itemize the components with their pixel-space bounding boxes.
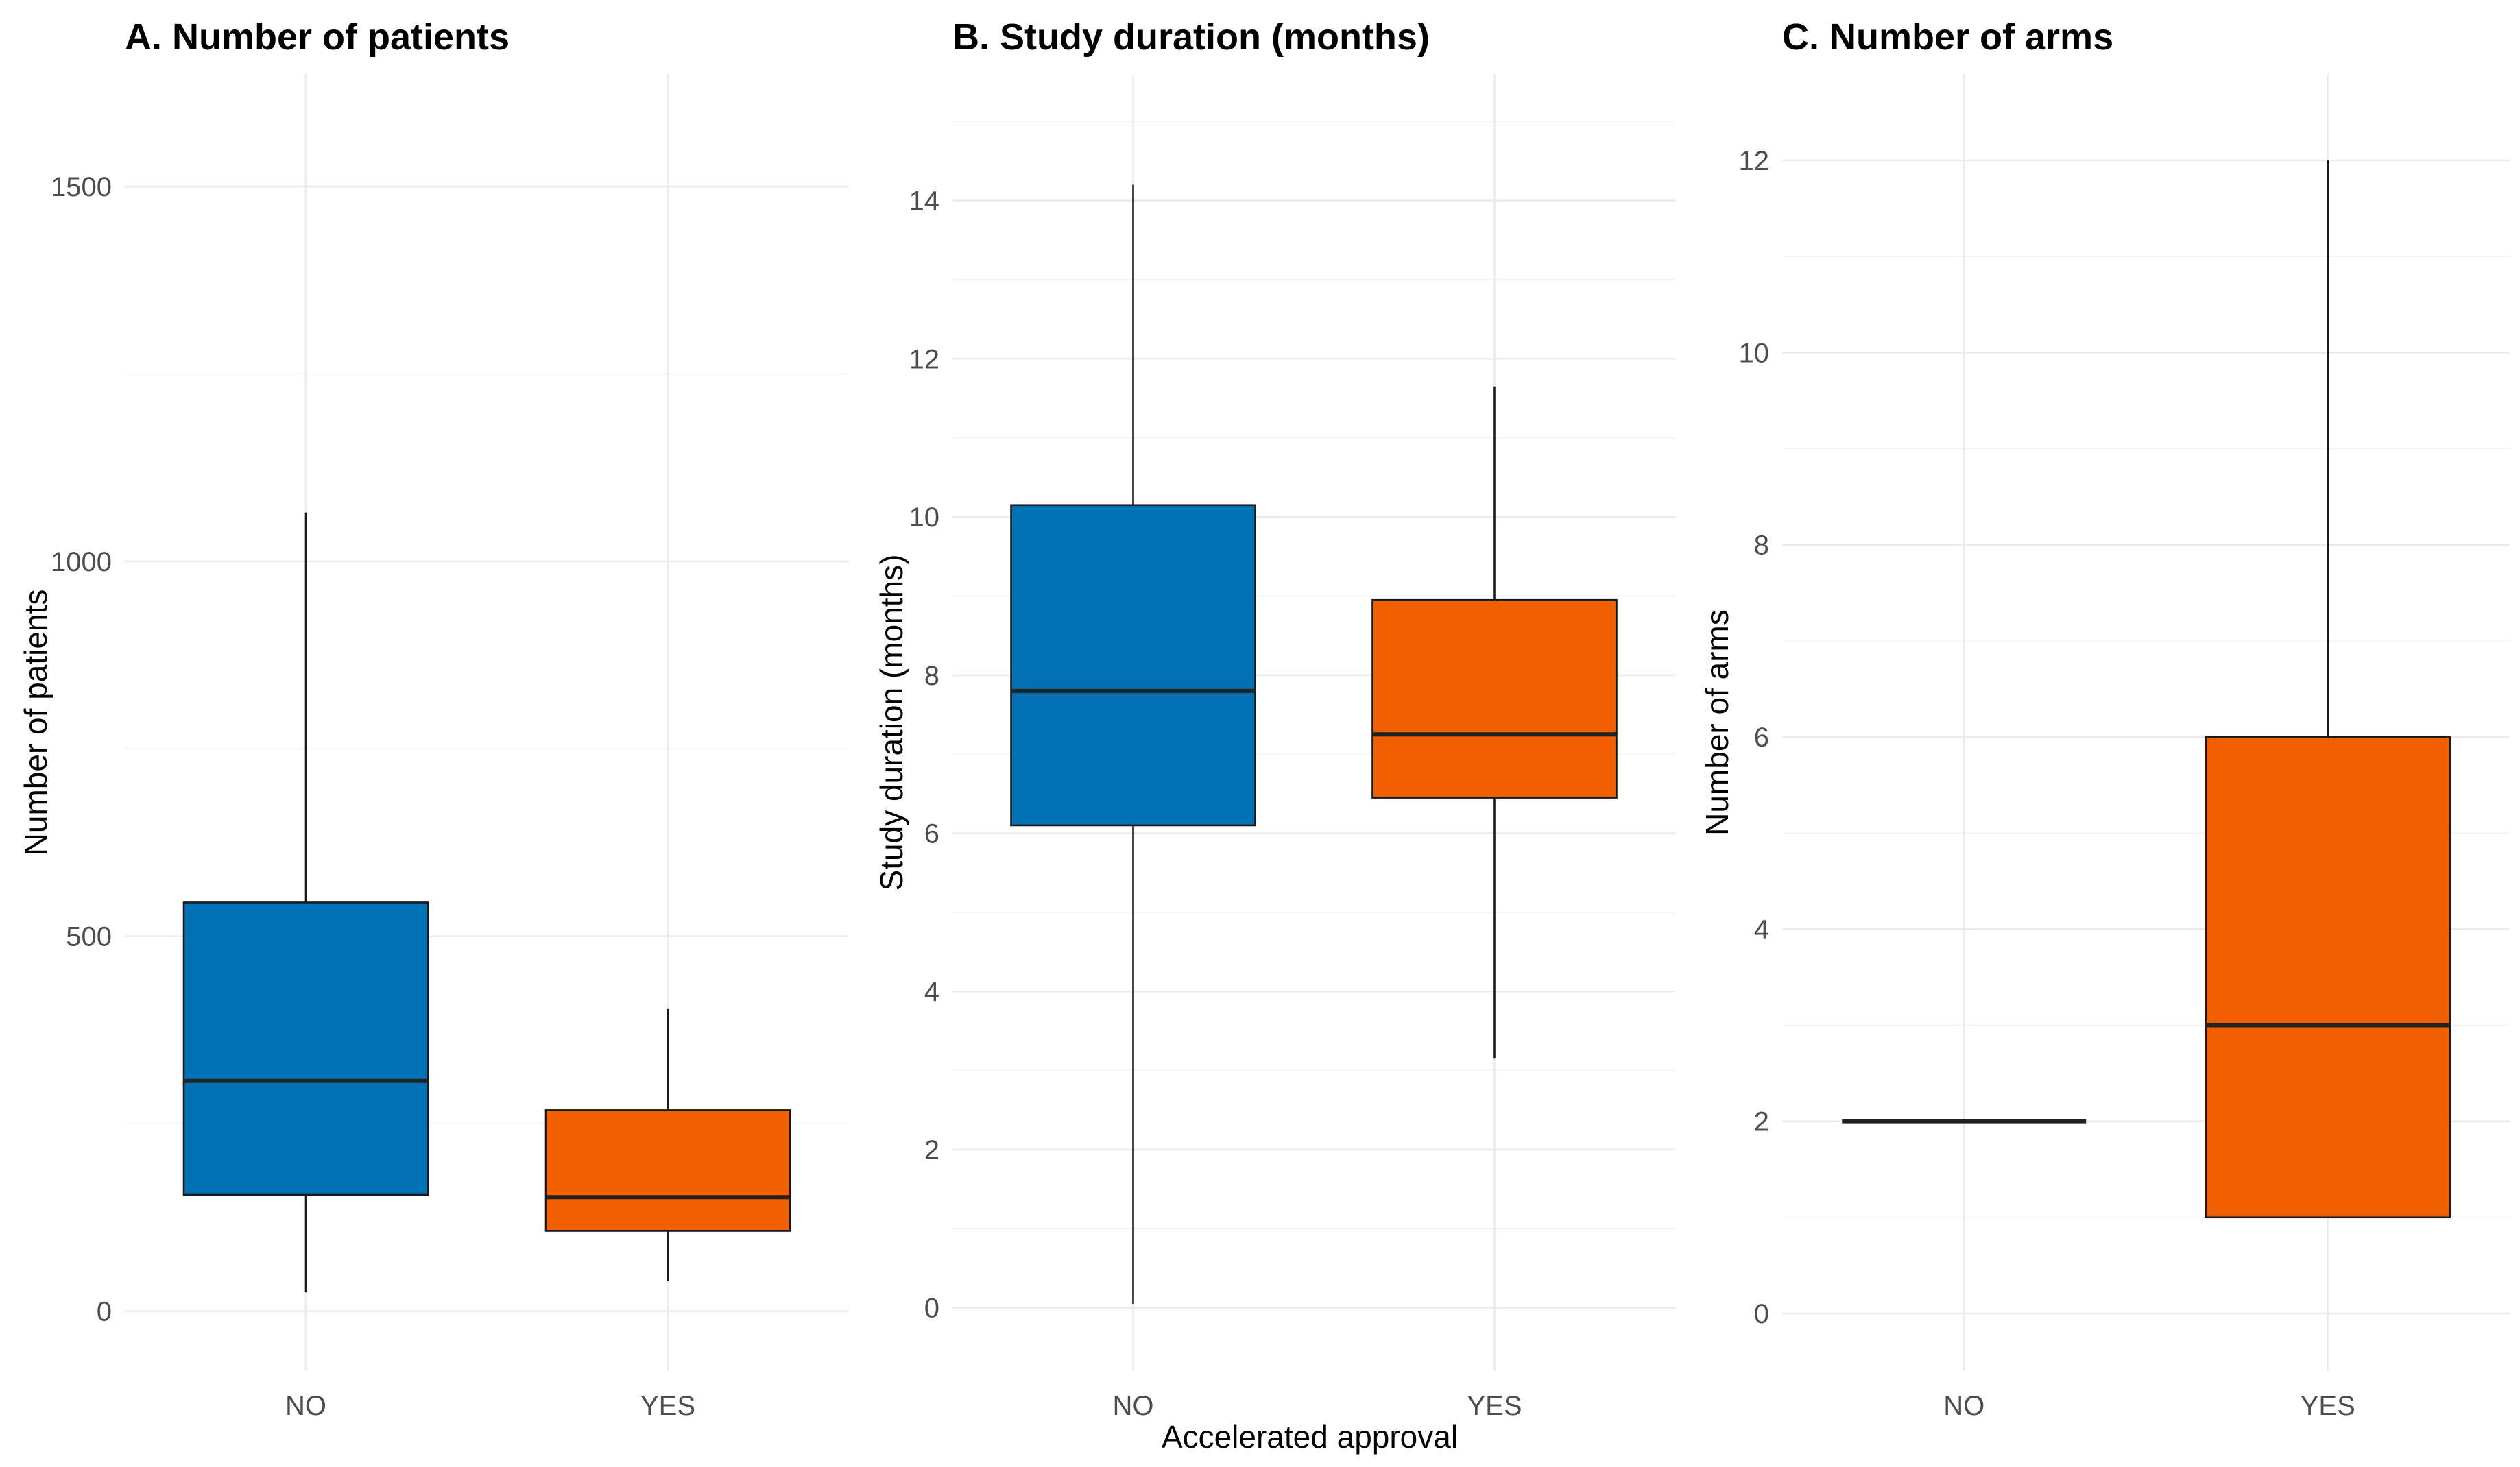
box-body: [182, 901, 429, 1196]
box-no: [1010, 184, 1256, 1304]
y-tick-label: 4: [924, 977, 939, 1007]
y-tick-label: 4: [1754, 914, 1769, 945]
y-tick-label: 500: [66, 922, 112, 952]
panel-title: A. Number of patients: [125, 16, 509, 58]
shared-x-axis-title: Accelerated approval: [1162, 1419, 1458, 1455]
y-tick-label: 10: [1739, 338, 1770, 368]
x-tick-label: NO: [1943, 1391, 1984, 1421]
x-tick-label: NO: [285, 1391, 326, 1421]
y-tick-label: 8: [1754, 531, 1769, 561]
y-tick-label: 10: [909, 502, 940, 533]
y-tick-label: 0: [924, 1294, 939, 1324]
y-tick-label: 0: [1754, 1299, 1769, 1329]
panel-title: B. Study duration (months): [952, 16, 1430, 58]
box-yes: [544, 1008, 791, 1281]
x-tick-label: NO: [1113, 1391, 1154, 1421]
y-tick-label: 1000: [51, 547, 112, 577]
y-tick-label: 6: [1754, 723, 1769, 753]
y-tick-label: 8: [924, 661, 939, 691]
panel-1: 0 500 1000 1500 NO YES A. Number of patients Nu…: [18, 16, 849, 1421]
panel-2: 0 2 4 6 8 10 12 14 NO YES B. Study duration (month…: [874, 16, 1675, 1421]
y-tick-label: 2: [1754, 1107, 1769, 1137]
y-tick-label: 12: [1739, 146, 1770, 176]
y-axis-title: Number of patients: [18, 590, 53, 856]
x-tick-label: YES: [1467, 1391, 1522, 1421]
box-no: [182, 512, 429, 1293]
box-yes: [2205, 160, 2451, 1219]
box-body: [544, 1109, 791, 1232]
box-body: [2205, 736, 2451, 1219]
x-tick-label: YES: [640, 1391, 695, 1421]
panel-title: C. Number of arms: [1782, 16, 2113, 58]
y-tick-label: 0: [97, 1297, 112, 1327]
y-tick-label: 2: [924, 1135, 939, 1165]
box-body: [1010, 504, 1256, 827]
y-axis-title: Study duration (months): [874, 555, 909, 891]
panel-3: 0 2 4 6 8 10 12 NO YES C. Number of arms Number of…: [1699, 16, 2510, 1421]
box-body: [1371, 598, 1618, 799]
box-yes: [1371, 386, 1618, 1059]
y-tick-label: 6: [924, 819, 939, 849]
y-tick-label: 1500: [51, 172, 112, 202]
x-tick-label: YES: [2301, 1391, 2355, 1421]
y-tick-label: 14: [909, 186, 940, 217]
y-axis-title: Number of arms: [1699, 609, 1735, 836]
y-tick-label: 12: [909, 344, 940, 374]
